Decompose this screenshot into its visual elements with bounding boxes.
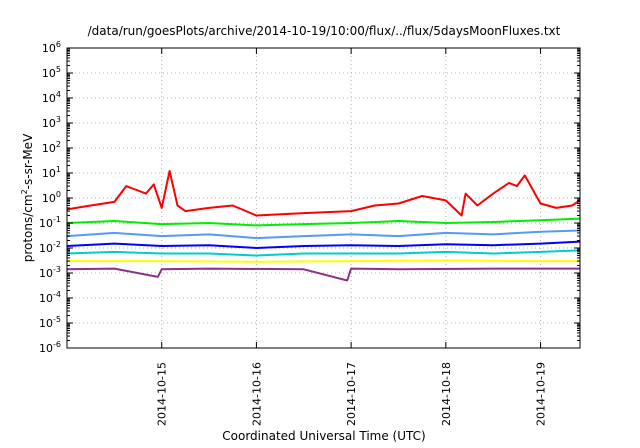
x-axis-label: Coordinated Universal Time (UTC) — [222, 429, 425, 443]
series-line-4 — [66, 240, 581, 249]
y-tick-label: 10-2 — [39, 240, 61, 255]
chart-title: /data/run/goesPlots/archive/2014-10-19/1… — [88, 24, 561, 38]
x-tick-label: 2014-10-16 — [250, 362, 263, 426]
y-tick-label: 100 — [42, 190, 61, 205]
y-axis: 10-6 10-5 10-4 10-3 10-2 10-1 100 101 102 103 104 1… — [39, 40, 580, 355]
x-tick-label: 2014-10-17 — [345, 362, 358, 426]
series-line-3 — [66, 229, 581, 240]
y-tick-label: 10-1 — [39, 215, 61, 230]
y-tick-label: 104 — [42, 90, 61, 105]
y-tick-label: 101 — [42, 165, 61, 180]
y-tick-label: 105 — [42, 65, 61, 80]
x-tick-label: 2014-10-15 — [156, 362, 169, 426]
y-tick-label: 106 — [42, 40, 61, 55]
y-axis-label-sup: 2 — [20, 189, 29, 194]
series-line-7 — [66, 267, 580, 282]
grid — [67, 47, 580, 349]
y-axis-label-rest: -s-sr-MeV — [21, 133, 35, 189]
y-axis-label-base: protons/cm — [21, 194, 35, 262]
series-line-6 — [67, 259, 580, 263]
y-tick-label: 10-4 — [39, 290, 61, 305]
y-tick-label: 10-5 — [39, 315, 61, 330]
y-tick-label: 103 — [42, 115, 61, 130]
series-line-5 — [66, 249, 581, 257]
y-tick-label: 10-6 — [39, 340, 61, 355]
x-axis: 2014-10-15 2014-10-16 2014-10-17 2014-10-18… — [156, 48, 548, 426]
series-line-1 — [66, 170, 581, 217]
x-tick-label: 2014-10-19 — [535, 362, 548, 426]
series-line-2 — [66, 217, 581, 227]
y-tick-label: 102 — [42, 140, 61, 155]
x-tick-label: 2014-10-18 — [440, 362, 453, 426]
series-layer — [66, 170, 581, 282]
y-axis-label: protons/cm2-s-sr-MeV — [20, 133, 35, 262]
y-tick-label: 10-3 — [39, 265, 61, 280]
